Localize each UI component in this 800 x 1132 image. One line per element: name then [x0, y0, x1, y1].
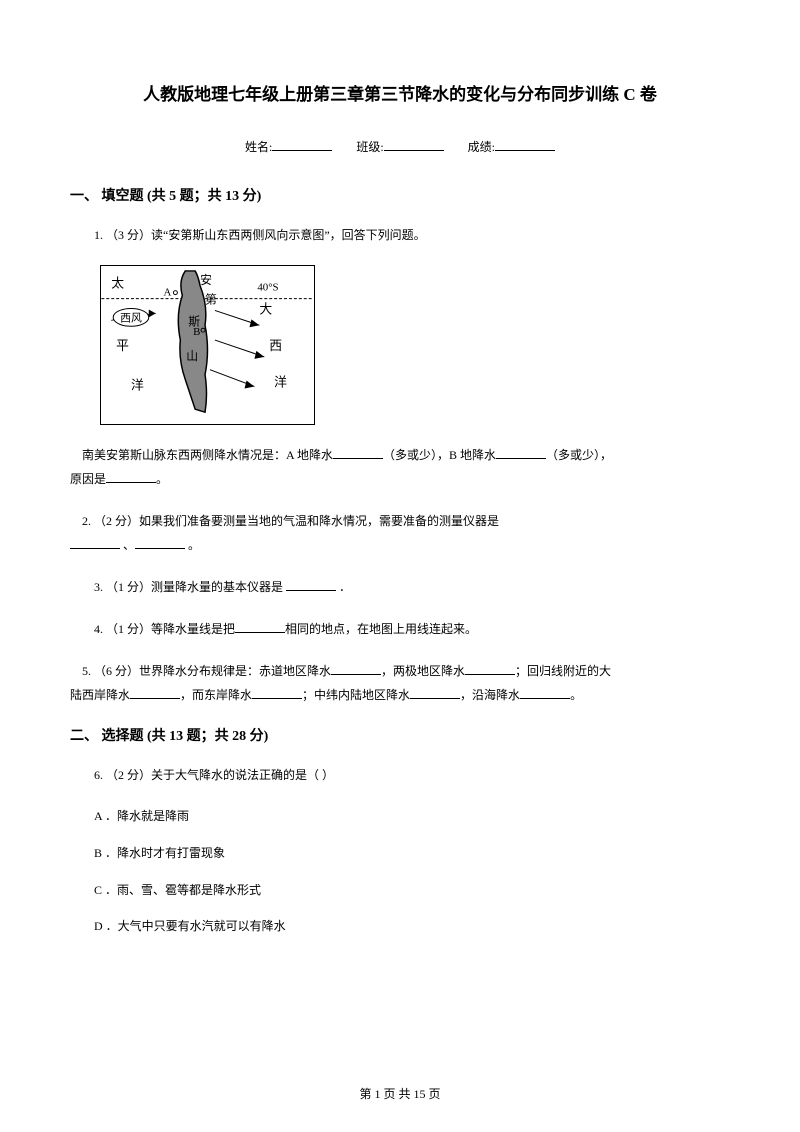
question-2: 2. （2 分）如果我们准备要测量当地的气温和降水情况，需要准备的测量仪器是 、… — [70, 509, 730, 557]
question-1-intro: 1. （3 分）读“安第斯山东西两侧风向示意图”，回答下列问题。 — [70, 223, 730, 247]
question-1-text: 南美安第斯山脉东西两侧降水情况是：A 地降水（多或少），B 地降水（多或少）， … — [70, 443, 730, 491]
blank — [520, 685, 570, 699]
blank — [135, 535, 185, 549]
svg-text:40°S: 40°S — [257, 282, 278, 294]
blank — [496, 445, 546, 459]
question-6: 6. （2 分）关于大气降水的说法正确的是（ ） — [70, 763, 730, 787]
student-info-line: 姓名: 班级: 成绩: — [70, 135, 730, 155]
svg-text:安: 安 — [200, 273, 212, 287]
class-label: 班级: — [356, 140, 383, 154]
svg-text:洋: 洋 — [274, 375, 287, 389]
score-blank — [495, 135, 555, 151]
svg-text:洋: 洋 — [131, 378, 144, 392]
page-title: 人教版地理七年级上册第三章第三节降水的变化与分布同步训练 C 卷 — [70, 80, 730, 105]
question-3: 3. （1 分）测量降水量的基本仪器是 ． — [70, 575, 730, 599]
blank — [130, 685, 180, 699]
blank — [465, 661, 515, 675]
blank — [252, 685, 302, 699]
svg-text:B: B — [193, 326, 200, 338]
class-blank — [384, 135, 444, 151]
svg-text:第: 第 — [205, 293, 217, 307]
section-1-title: 一、 填空题 (共 5 题；共 13 分) — [70, 185, 730, 205]
score-label: 成绩: — [468, 140, 495, 154]
svg-text:西风: 西风 — [120, 311, 142, 324]
svg-text:平: 平 — [116, 339, 129, 353]
blank — [410, 685, 460, 699]
svg-text:山: 山 — [186, 349, 198, 363]
svg-text:太: 太 — [111, 277, 124, 291]
blank — [70, 535, 120, 549]
name-label: 姓名: — [245, 140, 272, 154]
svg-text:大: 大 — [259, 302, 272, 316]
option-6d: D ．大气中只要有水汽就可以有降水 — [70, 915, 730, 938]
section-2-title: 二、 选择题 (共 13 题；共 28 分) — [70, 725, 730, 745]
blank — [235, 619, 285, 633]
name-blank — [272, 135, 332, 151]
question-4: 4. （1 分）等降水量线是把相同的地点，在地图上用线连起来。 — [70, 617, 730, 641]
andes-diagram: 太 平 洋 安 第 斯 山 大 西 洋 40°S 西风 A B — [100, 265, 315, 425]
option-6a: A ．降水就是降雨 — [70, 805, 730, 828]
blank — [106, 469, 156, 483]
blank — [286, 577, 336, 591]
blank — [333, 445, 383, 459]
option-6b: B ．降水时才有打雷现象 — [70, 842, 730, 865]
question-5: 5. （6 分）世界降水分布规律是：赤道地区降水，两极地区降水；回归线附近的大 … — [70, 659, 730, 707]
svg-text:A: A — [164, 287, 172, 299]
option-6c: C ．雨、雪、雹等都是降水形式 — [70, 879, 730, 902]
page-footer: 第 1 页 共 15 页 — [0, 1085, 800, 1102]
svg-text:西: 西 — [269, 339, 282, 353]
blank — [331, 661, 381, 675]
